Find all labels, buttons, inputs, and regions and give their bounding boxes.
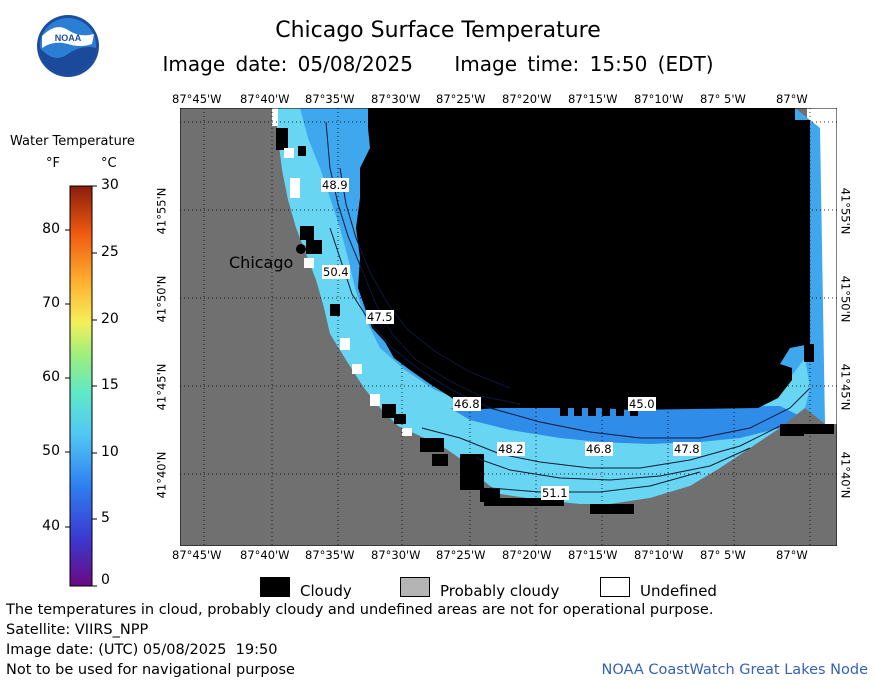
- lon-label-bottom: 87°35'W: [305, 548, 355, 562]
- c-tick: 15: [101, 377, 119, 393]
- map-subtitle: Image date: 05/08/2025 Image time: 15:50…: [162, 52, 714, 76]
- f-tick: 50: [42, 443, 60, 459]
- map-title: Chicago Surface Temperature: [275, 18, 601, 43]
- unit-fahrenheit: °F: [46, 156, 60, 171]
- isotherm-label: 45.0: [628, 397, 656, 411]
- scale-title: Water Temperature: [10, 134, 135, 149]
- lon-label-top: 87°40'W: [240, 92, 290, 106]
- c-tick: 10: [101, 444, 119, 460]
- noaa-logo: NOAA: [37, 15, 99, 77]
- c-tick: 20: [101, 311, 119, 327]
- legend-label-cloudy: Cloudy: [300, 582, 352, 600]
- chicago-marker: [296, 244, 306, 254]
- lon-label-top: 87°45'W: [172, 92, 222, 106]
- lat-label-left: 41°40'N: [154, 451, 169, 499]
- footer-image-date: Image date: (UTC) 05/08/2025 19:50: [6, 642, 278, 658]
- footer-credit: NOAA CoastWatch Great Lakes Node: [601, 662, 868, 678]
- graticule: [180, 108, 837, 546]
- lon-label-bottom: 87°30'W: [371, 548, 421, 562]
- lon-label-top: 87°20'W: [502, 92, 552, 106]
- legend-swatch-cloudy: [260, 577, 290, 597]
- cloud-area: [356, 108, 810, 410]
- city-label-chicago: Chicago: [229, 253, 294, 272]
- lat-label-left: 41°55'N: [154, 187, 169, 235]
- scale-bar: [69, 185, 93, 587]
- lon-label-bottom: 87°45'W: [172, 548, 222, 562]
- legend-swatch-probably-cloudy: [400, 577, 430, 597]
- isotherm-label: 50.4: [322, 265, 350, 279]
- unit-celsius: °C: [101, 156, 117, 171]
- lat-label-right: 41°40'N: [838, 451, 853, 499]
- f-tick: 60: [42, 369, 60, 385]
- lon-label-bottom: 87°40'W: [240, 548, 290, 562]
- lon-label-top: 87°15'W: [568, 92, 618, 106]
- cloud-fragments: [376, 114, 814, 416]
- isotherm-label: 46.8: [585, 442, 613, 456]
- c-tick: 5: [101, 510, 110, 526]
- isotherm-label: 48.9: [321, 178, 349, 192]
- c-tick: 25: [101, 244, 119, 260]
- temperature-map: [180, 108, 837, 546]
- lon-label-top: 87°25'W: [436, 92, 486, 106]
- shore-undefined-pixels: [272, 108, 412, 436]
- shoreline: [180, 108, 837, 546]
- isotherm-label: 51.1: [541, 486, 569, 500]
- lon-label-bottom: 87° 5'W: [700, 548, 746, 562]
- footer-disclaimer: The temperatures in cloud, probably clou…: [6, 602, 714, 618]
- lon-label-bottom: 87°15'W: [568, 548, 618, 562]
- isotherm-label: 47.8: [673, 442, 701, 456]
- isotherm-label: 48.2: [497, 442, 525, 456]
- lat-label-left: 41°50'N: [154, 275, 169, 323]
- isotherm-label: 47.5: [366, 310, 394, 324]
- lat-label-right: 41°55'N: [838, 187, 853, 235]
- legend-label-undefined: Undefined: [640, 582, 717, 600]
- lon-label-top: 87°35'W: [305, 92, 355, 106]
- lon-label-bottom: 87°W: [776, 548, 808, 562]
- legend-label-probably-cloudy: Probably cloudy: [440, 582, 560, 600]
- isotherms: [325, 121, 811, 493]
- lon-label-bottom: 87°20'W: [502, 548, 552, 562]
- footer-navigation-warning: Not to be used for navigational purpose: [6, 662, 295, 678]
- shore-cloud-pixels: [276, 128, 834, 514]
- c-tick: 0: [101, 572, 110, 588]
- legend-swatch-undefined: [600, 577, 630, 597]
- lon-label-top: 87°30'W: [371, 92, 421, 106]
- c-tick: 30: [101, 177, 119, 193]
- lon-label-top: 87° 5'W: [700, 92, 746, 106]
- lat-label-left: 41°45'N: [154, 363, 169, 411]
- logo-text: NOAA: [55, 33, 82, 43]
- lon-label-top: 87°W: [776, 92, 808, 106]
- f-tick: 40: [42, 518, 60, 534]
- lat-label-right: 41°45'N: [838, 363, 853, 411]
- cool-water: [450, 406, 800, 444]
- isotherm-label: 46.8: [453, 397, 481, 411]
- f-tick: 80: [42, 221, 60, 237]
- color-scale: [65, 185, 97, 587]
- f-tick: 70: [42, 295, 60, 311]
- lon-label-bottom: 87°25'W: [436, 548, 486, 562]
- lon-label-top: 87°10'W: [634, 92, 684, 106]
- footer-satellite: Satellite: VIIRS_NPP: [6, 622, 149, 638]
- lat-label-right: 41°50'N: [838, 275, 853, 323]
- lon-label-bottom: 87°10'W: [634, 548, 684, 562]
